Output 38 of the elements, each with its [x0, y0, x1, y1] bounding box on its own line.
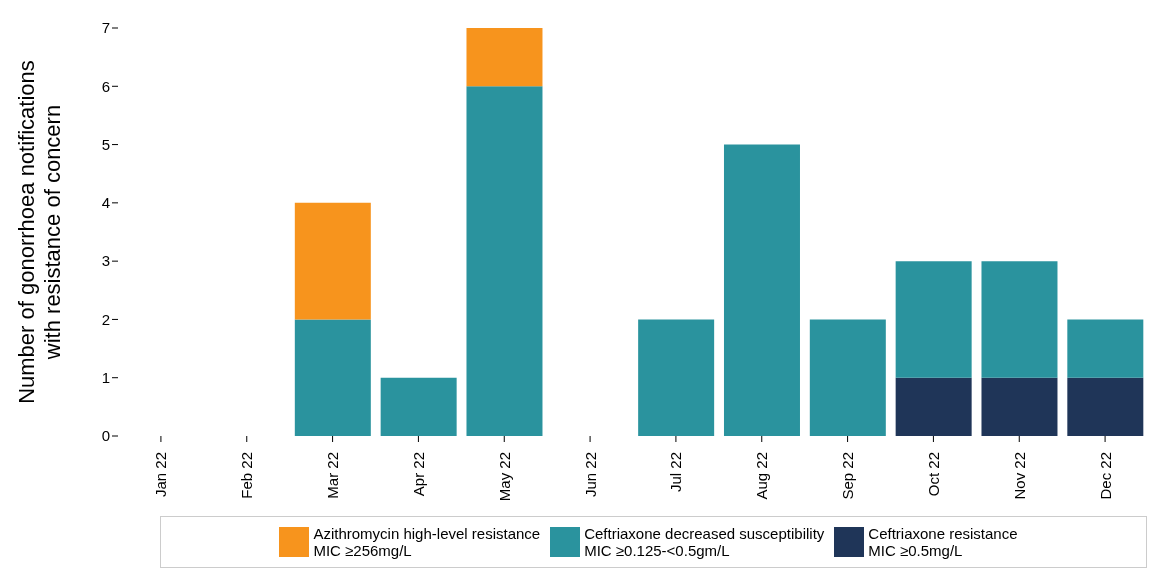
- bar: [466, 86, 543, 436]
- legend-label: Ceftriaxone decreased susceptibility MIC ≥0.125-<0.5gm/L: [584, 525, 825, 559]
- x-tick-label: Apr 22: [409, 452, 427, 497]
- bar: [981, 261, 1058, 378]
- y-tick-label: 3: [101, 252, 110, 270]
- y-tick-label: 6: [101, 77, 110, 95]
- bar: [466, 28, 543, 87]
- legend-label: Ceftriaxone resistance MIC ≥0.5mg/L: [868, 525, 1018, 559]
- bar: [895, 377, 972, 436]
- bar: [638, 319, 715, 436]
- bar: [294, 319, 371, 436]
- x-tick-label: Oct 22: [924, 452, 942, 497]
- bar: [380, 377, 457, 436]
- bar: [1067, 319, 1144, 378]
- bar: [809, 319, 886, 436]
- y-axis-title: Number of gonorrhoea notifications with resistance of concern: [14, 60, 65, 404]
- y-tick-label: 5: [101, 135, 110, 153]
- y-tick-label: 2: [101, 310, 110, 328]
- y-tick-label: 1: [101, 369, 110, 387]
- y-tick-label: 7: [101, 19, 110, 37]
- bar: [723, 144, 800, 436]
- x-tick-label: Aug 22: [753, 452, 771, 500]
- bar: [1067, 377, 1144, 436]
- x-tick-label: Mar 22: [324, 452, 342, 499]
- x-tick-label: Jul 22: [667, 452, 685, 493]
- bar: [981, 377, 1058, 436]
- y-tick-label: 4: [101, 194, 110, 212]
- x-tick-label: Nov 22: [1010, 452, 1028, 500]
- x-tick-label: May 22: [495, 452, 513, 502]
- x-tick-label: Dec 22: [1096, 452, 1114, 500]
- legend-label: Azithromycin high-level resistance MIC ≥256mg/L: [313, 525, 541, 559]
- x-tick-label: Jun 22: [581, 452, 599, 498]
- x-tick-label: Sep 22: [839, 452, 857, 500]
- bar: [895, 261, 972, 378]
- y-tick-label: 0: [101, 427, 110, 445]
- bar: [294, 202, 371, 320]
- x-tick-label: Feb 22: [238, 452, 256, 499]
- x-tick-label: Jan 22: [152, 452, 170, 498]
